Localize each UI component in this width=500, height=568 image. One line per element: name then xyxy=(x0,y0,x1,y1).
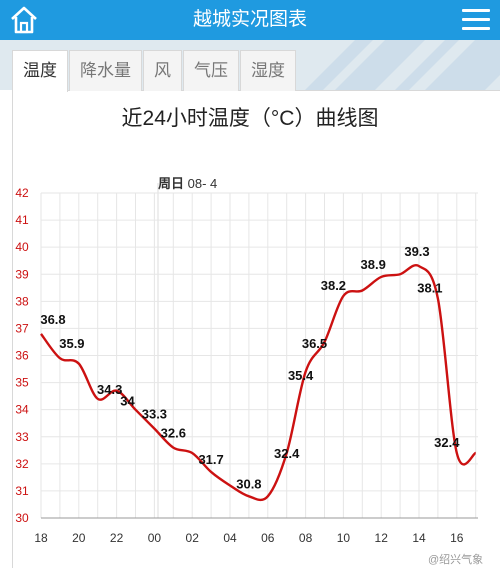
x-tick-label: 00 xyxy=(148,531,162,545)
data-label: 38.2 xyxy=(321,278,346,293)
data-label: 35.4 xyxy=(288,368,314,383)
chart-title: 近24小时温度（°C）曲线图 xyxy=(121,107,379,130)
data-label: 36.5 xyxy=(302,336,327,351)
x-tick-label: 20 xyxy=(72,531,86,545)
watermark: @绍兴气象 xyxy=(428,554,484,566)
menu-button[interactable] xyxy=(462,8,490,32)
tab-temperature[interactable]: 温度 xyxy=(12,50,68,92)
x-tick-label: 10 xyxy=(337,531,351,545)
y-tick-label: 35 xyxy=(15,376,29,390)
data-label: 34.3 xyxy=(97,382,122,397)
x-tick-label: 02 xyxy=(186,531,200,545)
y-tick-label: 42 xyxy=(15,186,29,200)
y-tick-label: 32 xyxy=(15,457,29,471)
tab-precipitation[interactable]: 降水量 xyxy=(69,50,142,91)
x-tick-label: 18 xyxy=(34,531,48,545)
tab-wind[interactable]: 风 xyxy=(143,50,182,91)
x-tick-label: 16 xyxy=(450,531,464,545)
x-tick-label: 06 xyxy=(261,531,275,545)
data-label: 34 xyxy=(120,394,135,409)
data-label: 32.4 xyxy=(274,446,300,461)
y-tick-label: 40 xyxy=(15,240,29,254)
data-label: 31.7 xyxy=(198,452,223,467)
date-value: 08- 4 xyxy=(187,176,218,191)
tab-bar: 温度 降水量 风 气压 湿度 xyxy=(12,50,297,92)
hamburger-menu-icon-bar xyxy=(462,18,490,21)
data-label: 32.6 xyxy=(161,426,186,441)
y-tick-label: 33 xyxy=(15,430,29,444)
y-tick-label: 38 xyxy=(15,294,29,308)
data-label: 38.9 xyxy=(361,257,386,272)
x-tick-label: 08 xyxy=(299,531,313,545)
tab-humidity[interactable]: 湿度 xyxy=(240,50,296,91)
y-tick-label: 39 xyxy=(15,267,29,281)
y-tick-label: 37 xyxy=(15,321,29,335)
data-label: 33.3 xyxy=(142,407,167,422)
data-label: 39.3 xyxy=(404,244,429,259)
x-tick-label: 14 xyxy=(412,531,426,545)
date-day: 周日 xyxy=(158,176,185,191)
y-tick-label: 31 xyxy=(15,484,29,498)
data-label: 38.1 xyxy=(417,281,442,296)
home-button[interactable] xyxy=(8,4,40,36)
y-tick-label: 41 xyxy=(15,213,29,227)
data-label: 32.4 xyxy=(434,435,460,450)
temperature-line xyxy=(40,264,477,502)
data-label: 35.9 xyxy=(59,336,84,351)
home-icon xyxy=(11,6,37,34)
y-tick-label: 30 xyxy=(15,511,29,525)
tab-pressure[interactable]: 气压 xyxy=(183,50,239,91)
date-label: 周日 08- 4 xyxy=(158,173,217,192)
data-label: 36.8 xyxy=(40,312,65,327)
x-tick-label: 12 xyxy=(375,531,389,545)
x-tick-label: 22 xyxy=(110,531,124,545)
data-label: 30.8 xyxy=(236,476,261,491)
hamburger-menu-icon xyxy=(462,9,490,12)
y-tick-label: 34 xyxy=(15,403,29,417)
hamburger-menu-icon-bar xyxy=(462,27,490,30)
y-tick-label: 36 xyxy=(15,349,29,363)
x-tick-label: 04 xyxy=(223,531,237,545)
